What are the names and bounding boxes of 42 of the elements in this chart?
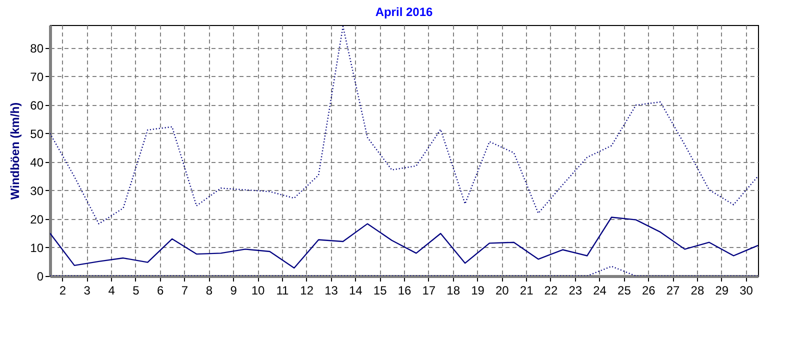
x-tick-label: 12 <box>300 284 314 298</box>
x-tick-label: 23 <box>568 284 582 298</box>
y-tick-label: 80 <box>30 41 44 56</box>
x-tick-label: 14 <box>348 284 363 298</box>
y-axis-title: Windböen (km/h) <box>8 102 22 200</box>
y-tick-label: 40 <box>30 155 44 170</box>
y-tick-label: 60 <box>30 98 44 112</box>
x-tick-label: 29 <box>715 284 729 298</box>
x-tick-label: 5 <box>132 284 140 298</box>
chart-title: April 2016 <box>375 5 433 19</box>
x-tick-label: 20 <box>495 284 510 298</box>
y-tick-label: 20 <box>30 212 44 226</box>
x-tick-label: 3 <box>84 284 91 298</box>
x-tick-label: 27 <box>666 284 680 298</box>
x-tick-label: 2 <box>59 284 66 298</box>
line-series <box>50 216 758 269</box>
x-tick-label: 13 <box>324 284 338 298</box>
y-tick-label: 50 <box>30 126 44 141</box>
x-tick-label: 21 <box>520 284 534 298</box>
x-tick-label: 30 <box>740 284 754 298</box>
x-tick-label: 8 <box>206 284 213 298</box>
y-tick-label: 30 <box>30 184 44 198</box>
x-tick-label: 22 <box>544 284 558 298</box>
y-tick-label: 0 <box>36 270 44 284</box>
x-tick-label: 11 <box>276 284 289 298</box>
x-tick-label: 24 <box>593 284 607 298</box>
x-tick-label: 25 <box>618 284 632 298</box>
x-tick-label: 10 <box>251 284 266 298</box>
x-tick-label: 26 <box>642 284 656 298</box>
x-tick-label: 16 <box>398 284 412 298</box>
x-tick-label: 15 <box>373 284 388 298</box>
x-tick-label: 4 <box>108 284 116 298</box>
y-tick-label: 70 <box>30 70 44 84</box>
y-tick-label: 10 <box>30 240 44 255</box>
x-tick-label: 17 <box>422 284 436 298</box>
x-tick-label: 28 <box>690 284 704 298</box>
x-tick-label: 9 <box>230 284 238 298</box>
x-tick-label: 19 <box>471 284 485 298</box>
x-tick-label: 7 <box>181 284 188 298</box>
x-tick-label: 18 <box>446 284 460 298</box>
x-tick-label: 6 <box>157 284 164 298</box>
line-series <box>50 26 758 224</box>
